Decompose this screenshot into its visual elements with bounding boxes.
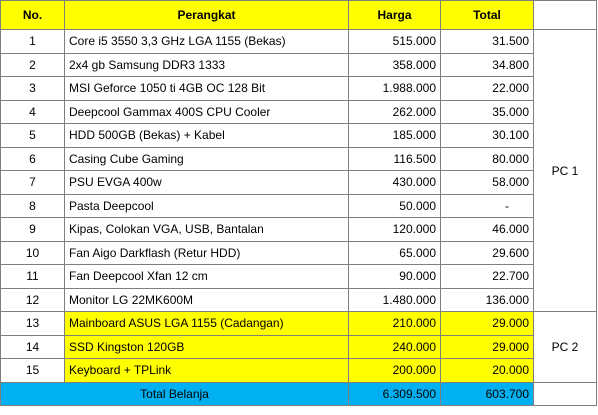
cell-no[interactable]: 5: [0, 123, 65, 148]
cell-no[interactable]: 3: [0, 76, 65, 101]
cell-harga[interactable]: 240.000: [348, 334, 441, 359]
table-row: 2 2x4 gb Samsung DDR3 1333 358.000 34.80…: [0, 52, 597, 77]
cell-perangkat[interactable]: MSI Geforce 1050 ti 4GB OC 128 Bit: [64, 76, 349, 101]
cell-no[interactable]: 15: [0, 358, 65, 383]
cell-no[interactable]: 12: [0, 287, 65, 312]
cell-no[interactable]: 10: [0, 240, 65, 265]
cell-perangkat[interactable]: Keyboard + TPLink: [64, 358, 349, 383]
header-row: No. Perangkat Harga Total: [0, 0, 597, 30]
total-belanja-label[interactable]: Total Belanja: [0, 381, 349, 406]
cell-no[interactable]: 2: [0, 52, 65, 77]
cell-harga[interactable]: 185.000: [348, 123, 441, 148]
cell-total[interactable]: 30.100: [440, 123, 534, 148]
table-row: 12 Monitor LG 22MK600M 1.480.000 136.000: [0, 287, 597, 312]
cell-total[interactable]: 20.000: [440, 358, 534, 383]
cell-harga[interactable]: 1.480.000: [348, 287, 441, 312]
cell-perangkat[interactable]: Fan Aigo Darkflash (Retur HDD): [64, 240, 349, 265]
cell-perangkat[interactable]: Core i5 3550 3,3 GHz LGA 1155 (Bekas): [64, 29, 349, 54]
cell-total[interactable]: 58.000: [440, 170, 534, 195]
cell-perangkat[interactable]: Mainboard ASUS LGA 1155 (Cadangan): [64, 311, 349, 336]
table-row: 5 HDD 500GB (Bekas) + Kabel 185.000 30.1…: [0, 123, 597, 148]
cell-perangkat[interactable]: Kipas, Colokan VGA, USB, Bantalan: [64, 217, 349, 242]
cell-total[interactable]: -: [440, 193, 534, 218]
cell-perangkat[interactable]: 2x4 gb Samsung DDR3 1333: [64, 52, 349, 77]
cell-harga[interactable]: 116.500: [348, 146, 441, 171]
group-label-pc2[interactable]: PC 2: [533, 311, 597, 383]
header-blank-cell[interactable]: [533, 0, 597, 30]
cell-harga[interactable]: 358.000: [348, 52, 441, 77]
total-row: Total Belanja 6.309.500 603.700: [0, 381, 597, 406]
table-row: 7 PSU EVGA 400w 430.000 58.000: [0, 170, 597, 195]
cell-total[interactable]: 34.800: [440, 52, 534, 77]
cell-total[interactable]: 31.500: [440, 29, 534, 54]
cell-perangkat[interactable]: Fan Deepcool Xfan 12 cm: [64, 264, 349, 289]
cell-total[interactable]: 22.700: [440, 264, 534, 289]
cell-total[interactable]: 29.600: [440, 240, 534, 265]
cell-harga[interactable]: 210.000: [348, 311, 441, 336]
cell-perangkat[interactable]: Pasta Deepcool: [64, 193, 349, 218]
group-label-pc1[interactable]: PC 1: [533, 29, 597, 312]
header-harga[interactable]: Harga: [348, 0, 441, 30]
cell-total[interactable]: 46.000: [440, 217, 534, 242]
table-row-highlighted: 14 SSD Kingston 120GB 240.000 29.000: [0, 334, 597, 359]
cell-perangkat[interactable]: HDD 500GB (Bekas) + Kabel: [64, 123, 349, 148]
table-row: 11 Fan Deepcool Xfan 12 cm 90.000 22.700: [0, 264, 597, 289]
cell-total[interactable]: 29.000: [440, 311, 534, 336]
cell-total[interactable]: 29.000: [440, 334, 534, 359]
cell-total[interactable]: 35.000: [440, 99, 534, 124]
cell-harga[interactable]: 430.000: [348, 170, 441, 195]
table-row: 10 Fan Aigo Darkflash (Retur HDD) 65.000…: [0, 240, 597, 265]
cell-no[interactable]: 7: [0, 170, 65, 195]
table-row: 6 Casing Cube Gaming 116.500 80.000: [0, 146, 597, 171]
cell-harga[interactable]: 200.000: [348, 358, 441, 383]
total-total[interactable]: 603.700: [440, 381, 534, 406]
cell-no[interactable]: 13: [0, 311, 65, 336]
cell-harga[interactable]: 90.000: [348, 264, 441, 289]
cell-no[interactable]: 9: [0, 217, 65, 242]
cell-harga[interactable]: 515.000: [348, 29, 441, 54]
total-harga[interactable]: 6.309.500: [348, 381, 441, 406]
cell-total[interactable]: 22.000: [440, 76, 534, 101]
cell-no[interactable]: 11: [0, 264, 65, 289]
cell-harga[interactable]: 120.000: [348, 217, 441, 242]
header-total[interactable]: Total: [440, 0, 534, 30]
header-no[interactable]: No.: [0, 0, 65, 30]
cell-perangkat[interactable]: Casing Cube Gaming: [64, 146, 349, 171]
table-row: 8 Pasta Deepcool 50.000 -: [0, 193, 597, 218]
table-row: 4 Deepcool Gammax 400S CPU Cooler 262.00…: [0, 99, 597, 124]
cell-harga[interactable]: 65.000: [348, 240, 441, 265]
header-perangkat[interactable]: Perangkat: [64, 0, 349, 30]
cell-total[interactable]: 136.000: [440, 287, 534, 312]
cell-harga[interactable]: 50.000: [348, 193, 441, 218]
spreadsheet-table: No. Perangkat Harga Total 1 Core i5 3550…: [0, 0, 597, 406]
cell-perangkat[interactable]: Deepcool Gammax 400S CPU Cooler: [64, 99, 349, 124]
table-row: 3 MSI Geforce 1050 ti 4GB OC 128 Bit 1.9…: [0, 76, 597, 101]
table-row: 1 Core i5 3550 3,3 GHz LGA 1155 (Bekas) …: [0, 29, 597, 312]
cell-no[interactable]: 4: [0, 99, 65, 124]
table-row-highlighted: 13 Mainboard ASUS LGA 1155 (Cadangan) 21…: [0, 311, 597, 383]
cell-perangkat[interactable]: SSD Kingston 120GB: [64, 334, 349, 359]
cell-total[interactable]: 80.000: [440, 146, 534, 171]
cell-perangkat[interactable]: PSU EVGA 400w: [64, 170, 349, 195]
table-row: 9 Kipas, Colokan VGA, USB, Bantalan 120.…: [0, 217, 597, 242]
cell-harga[interactable]: 262.000: [348, 99, 441, 124]
cell-no[interactable]: 14: [0, 334, 65, 359]
cell-no[interactable]: 8: [0, 193, 65, 218]
table-row-highlighted: 15 Keyboard + TPLink 200.000 20.000: [0, 358, 597, 383]
cell-harga[interactable]: 1.988.000: [348, 76, 441, 101]
cell-no[interactable]: 6: [0, 146, 65, 171]
cell-no[interactable]: 1: [0, 29, 65, 54]
total-blank-cell[interactable]: [533, 381, 597, 406]
cell-perangkat[interactable]: Monitor LG 22MK600M: [64, 287, 349, 312]
